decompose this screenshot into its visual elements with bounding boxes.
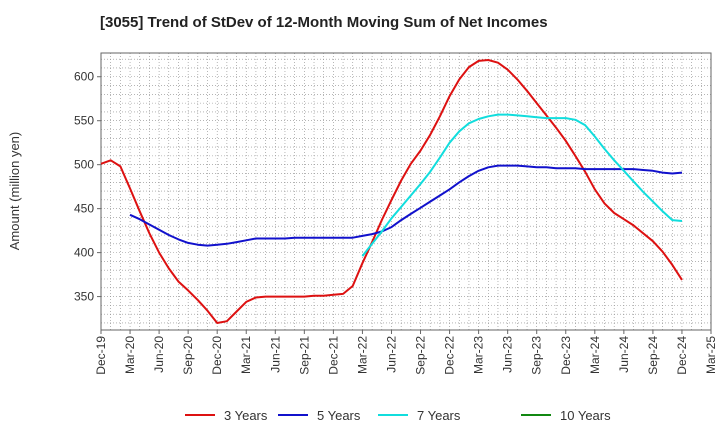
y-tick-label: 350 (74, 290, 94, 304)
series-line-3 (361, 113, 683, 257)
plot-area-border (100, 52, 712, 331)
x-axis: Dec-19 Mar-20 Jun-20 Sep-20 Dec-20 Mar-21 Jun-… (94, 330, 718, 375)
y-axis: 350 400 450 500 550 600 (74, 70, 101, 304)
series-line-1 (100, 59, 683, 324)
legend-label: 5 Years (317, 408, 361, 423)
y-tick-label: 600 (74, 70, 94, 84)
x-tick-label: Sep-20 (181, 336, 195, 375)
x-tick-label: Mar-23 (472, 336, 486, 374)
legend-label: 10 Years (560, 408, 611, 423)
x-tick-label: Mar-20 (123, 336, 137, 374)
x-tick-label: Dec-22 (443, 336, 457, 375)
legend-label: 7 Years (417, 408, 461, 423)
x-tick-label: Sep-21 (297, 336, 311, 375)
x-tick-label: Mar-24 (588, 336, 602, 374)
x-tick-label: Jun-21 (268, 336, 282, 373)
x-tick-label: Mar-22 (355, 336, 369, 374)
y-tick-label: 400 (74, 246, 94, 260)
legend-label: 3 Years (224, 408, 268, 423)
x-tick-label: Dec-23 (559, 336, 573, 375)
series-lines (100, 59, 683, 324)
legend: 3 Years 5 Years 7 Years 10 Years (185, 408, 611, 423)
x-tick-label: Jun-20 (152, 336, 166, 373)
y-tick-label: 450 (74, 202, 94, 216)
x-tick-label: Dec-19 (94, 336, 108, 375)
x-tick-label: Mar-25 (704, 336, 718, 374)
x-tick-label: Sep-22 (414, 336, 428, 375)
x-tick-label: Mar-21 (239, 336, 253, 374)
y-tick-label: 550 (74, 114, 94, 128)
x-tick-label: Dec-21 (326, 336, 340, 375)
series-line-2 (129, 164, 683, 247)
x-tick-label: Dec-24 (675, 336, 689, 375)
x-tick-label: Jun-22 (384, 336, 398, 373)
x-tick-label: Dec-20 (210, 336, 224, 375)
grid-lines (101, 53, 711, 330)
y-axis-title: Amount (million yen) (7, 132, 22, 251)
x-tick-label: Jun-24 (617, 336, 631, 373)
y-tick-label: 500 (74, 158, 94, 172)
x-tick-label: Jun-23 (501, 336, 515, 373)
x-tick-label: Sep-23 (530, 336, 544, 375)
chart-title: [3055] Trend of StDev of 12-Month Moving… (100, 14, 548, 31)
x-tick-label: Sep-24 (646, 336, 660, 375)
